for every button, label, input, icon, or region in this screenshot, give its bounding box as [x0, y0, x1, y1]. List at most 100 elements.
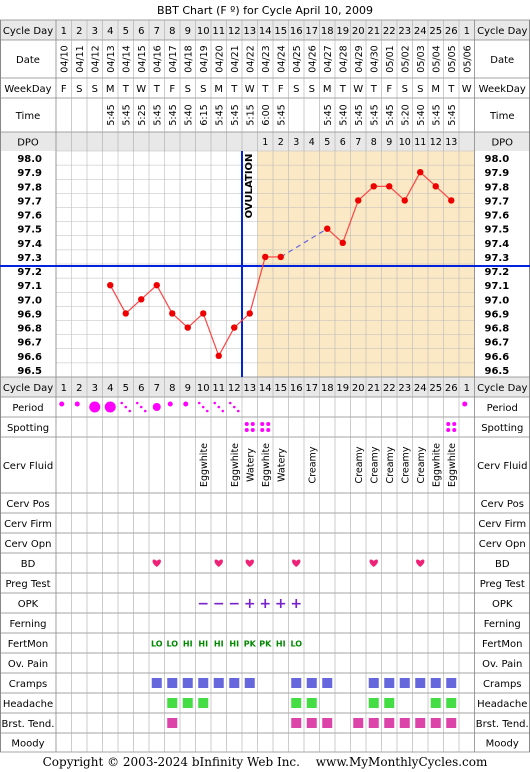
spotting-dot	[452, 428, 457, 432]
period-spotting-dot	[205, 409, 209, 413]
time-label: 5:45	[369, 104, 380, 125]
cycle-day-number: 3	[92, 26, 98, 37]
time-label: 5:40	[338, 104, 349, 125]
breast-tenderness-marker	[322, 718, 333, 728]
date-label: 04/30	[369, 45, 380, 72]
opk-result: +	[275, 596, 287, 612]
cycle-day-row-bg	[0, 20, 530, 40]
row-label-spotting: Spotting	[7, 423, 49, 434]
spotting-dot	[446, 428, 451, 432]
cycle-day-number: 19	[336, 26, 349, 37]
row-label-cramps: Cramps	[9, 679, 48, 690]
cycle-day-number: 24	[414, 26, 427, 37]
row-label-opk: OPK	[18, 599, 39, 610]
date-label: 04/18	[183, 45, 194, 72]
cerv-fluid-label: Watery	[245, 448, 256, 482]
site-link[interactable]: www.MyMonthlyCycles.com	[315, 755, 488, 769]
cerv-fluid-label: Creamy	[307, 446, 318, 483]
weekday-label: W	[353, 84, 363, 95]
cycle-day-number-bottom: 18	[321, 383, 334, 394]
weekday-label: S	[309, 84, 315, 95]
cycle-day-number-bottom: 24	[414, 383, 427, 394]
date-label: 05/05	[447, 45, 458, 72]
weekday-label: W	[462, 84, 472, 95]
row-label-cerv_opn: Cerv Opn	[5, 539, 52, 550]
row-label-right-period: Period	[487, 403, 518, 414]
date-label: 04/12	[90, 45, 101, 72]
dpo-number: 13	[445, 137, 457, 148]
date-label: 04/15	[137, 45, 148, 72]
breast-tenderness-marker	[446, 718, 457, 728]
row-label-cycle_day: Cycle Day	[3, 383, 53, 394]
y-tick-label-left: 97.7	[17, 196, 42, 207]
breast-tenderness-marker	[353, 718, 364, 728]
temp-point	[246, 310, 253, 317]
cycle-day-number-bottom: 11	[212, 383, 225, 394]
cycle-day-number-bottom: 8	[169, 383, 175, 394]
period-light-dot	[74, 401, 80, 407]
headache-marker	[198, 698, 209, 708]
temp-segment	[171, 312, 189, 329]
spotting-dot	[250, 428, 255, 432]
date-label: 04/28	[338, 45, 349, 72]
cycle-day-number: 21	[367, 26, 380, 37]
period-spotting-dot	[143, 409, 147, 413]
cycle-day-number-bottom: 12	[228, 383, 241, 394]
bd-heart-icon	[292, 559, 301, 567]
weekday-label: F	[169, 84, 175, 95]
temp-segment	[218, 327, 235, 357]
period-spotting-dot	[201, 405, 205, 409]
fertmon-reading: HI	[183, 640, 193, 649]
temp-segment	[388, 185, 406, 201]
temp-segment	[249, 256, 266, 314]
cerv-fluid-label: Creamy	[416, 446, 427, 483]
cycle-day-number-bottom: 1	[464, 383, 470, 394]
temp-point	[401, 197, 408, 204]
cramps-marker	[198, 678, 209, 688]
fertmon-reading: HI	[276, 640, 286, 649]
temp-segment	[187, 312, 204, 329]
date-label: 05/01	[385, 45, 396, 72]
breast-tenderness-marker	[399, 718, 410, 728]
temp-point	[432, 183, 439, 190]
ovulation-label: OVULATION	[244, 154, 255, 219]
temp-segment	[404, 171, 421, 201]
opk-result: +	[244, 596, 256, 612]
date-label: 04/10	[59, 45, 70, 72]
cycle-day-number-bottom: 14	[259, 383, 272, 394]
weekday-label: T	[339, 84, 347, 95]
headache-marker	[430, 698, 441, 708]
row-label-ferning: Ferning	[9, 619, 46, 630]
spotting-dot	[446, 422, 451, 426]
cycle-day-number-bottom: 9	[185, 383, 191, 394]
dpo-number: 11	[414, 137, 426, 148]
time-label: 5:40	[416, 104, 427, 125]
cycle-day-number: 14	[259, 26, 272, 37]
cycle-day-number-bottom: 1	[61, 383, 67, 394]
temp-point	[153, 281, 160, 289]
y-tick-label-left: 96.7	[17, 338, 42, 349]
date-label: 04/27	[323, 45, 334, 72]
date-label: 04/25	[292, 45, 303, 72]
time-label: 5:45	[106, 104, 117, 125]
y-tick-label-right: 97.9	[485, 168, 510, 179]
dpo-row-bg	[0, 132, 530, 151]
cycle-day-number-bottom: 4	[107, 383, 113, 394]
period-light-dot	[59, 401, 65, 407]
cycle-day-number: 25	[429, 26, 442, 37]
row-label-right-weekday: WeekDay	[479, 84, 526, 95]
weekday-label: S	[402, 84, 408, 95]
row-label-right-cerv_opn: Cerv Opn	[479, 539, 526, 550]
row-label-right-ferning: Ferning	[484, 619, 521, 630]
row-label-brst_tend: Brst. Tend.	[2, 719, 55, 730]
temp-segment	[326, 228, 344, 244]
weekday-label: T	[447, 84, 455, 95]
period-light-dot	[183, 401, 189, 407]
row-label-cycle_day: Cycle Day	[3, 26, 53, 37]
spotting-dot	[250, 422, 255, 426]
cycle-day-number: 16	[290, 26, 303, 37]
dpo-number: 1	[262, 137, 268, 148]
time-label: 5:45	[168, 104, 179, 125]
chart-title: BBT Chart (F º) for Cycle April 10, 2009	[157, 4, 373, 17]
